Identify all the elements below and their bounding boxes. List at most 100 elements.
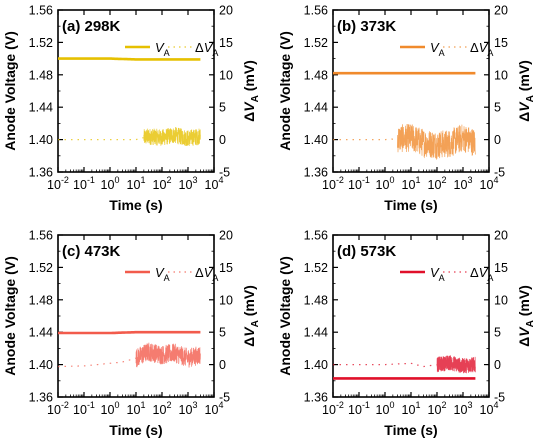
y-right-axis-label: ΔVA (mV) [241, 60, 261, 122]
y-right-axis-label: ΔVA (mV) [241, 285, 261, 347]
x-tick-label: 100 [376, 400, 395, 417]
y-right-tick-label: 0 [494, 133, 501, 147]
y-left-tick-label: 1.44 [304, 326, 328, 340]
x-axis-label: Time (s) [109, 197, 162, 213]
y-right-tick-label: 10 [219, 68, 233, 82]
legend-delta-va-label: ΔVA [195, 265, 218, 283]
y-left-tick-label: 1.40 [304, 133, 328, 147]
y-left-tick-label: 1.36 [304, 166, 328, 180]
y-right-tick-label: 20 [219, 4, 233, 18]
legend-delta-va-label: ΔVA [195, 40, 218, 58]
y-right-tick-label: 15 [494, 261, 508, 275]
delta-va-series [333, 138, 398, 141]
y-left-tick-label: 1.48 [29, 293, 53, 307]
y-right-tick-label: 10 [494, 293, 508, 307]
y-left-tick-label: 1.52 [29, 261, 53, 275]
legend-va-label: VA [155, 40, 170, 58]
y-right-tick-label: 5 [494, 101, 501, 115]
y-left-tick-label: 1.44 [29, 326, 53, 340]
y-left-tick-label: 1.56 [304, 4, 328, 18]
y-left-tick-label: 1.36 [29, 391, 53, 405]
y-right-tick-label: 5 [219, 326, 226, 340]
y-left-tick-label: 1.56 [29, 4, 53, 18]
x-tick-label: 104 [480, 400, 499, 417]
delta-va-series [58, 357, 136, 368]
y-right-axis-label: ΔVA (mV) [516, 60, 536, 122]
x-tick-label: 104 [205, 400, 224, 417]
y-right-tick-label: 15 [219, 261, 233, 275]
y-right-axis-label: ΔVA (mV) [516, 285, 536, 347]
x-tick-label: 10-1 [348, 175, 370, 192]
x-axis-label: Time (s) [384, 197, 437, 213]
x-tick-label: 101 [127, 175, 146, 192]
y-left-tick-label: 1.36 [304, 391, 328, 405]
y-right-tick-label: -5 [219, 166, 230, 180]
x-tick-label: 10-2 [47, 175, 69, 192]
x-tick-label: 10-2 [322, 400, 344, 417]
y-right-tick-label: 20 [219, 229, 233, 243]
y-right-tick-label: 5 [494, 326, 501, 340]
delta-va-noise [135, 342, 201, 368]
y-left-tick-label: 1.48 [29, 68, 53, 82]
x-axis-label: Time (s) [384, 422, 437, 438]
y-right-tick-label: -5 [494, 391, 505, 405]
y-left-axis-label: Anode Voltage (V) [2, 256, 18, 376]
delta-va-series [333, 362, 437, 368]
panel-label: (b) 373K [337, 18, 396, 35]
delta-va-noise [436, 355, 476, 374]
y-left-tick-label: 1.48 [304, 68, 328, 82]
va-series [58, 57, 201, 61]
panel-label: (a) 298K [62, 18, 121, 35]
legend-va-label: VA [430, 265, 445, 283]
y-left-tick-label: 1.40 [304, 358, 328, 372]
y-right-tick-label: 0 [494, 358, 501, 372]
y-left-tick-label: 1.52 [304, 36, 328, 50]
y-left-tick-label: 1.44 [304, 101, 328, 115]
legend-delta-va-label: ΔVA [470, 40, 493, 58]
y-left-tick-label: 1.44 [29, 101, 53, 115]
delta-va-noise [143, 126, 201, 147]
y-left-tick-label: 1.56 [29, 229, 53, 243]
x-tick-label: 10-2 [47, 400, 69, 417]
y-right-tick-label: 15 [219, 36, 233, 50]
panel-label: (c) 473K [62, 243, 121, 260]
delta-va-series [58, 137, 144, 141]
x-tick-label: 104 [205, 175, 224, 192]
x-tick-label: 101 [402, 175, 421, 192]
y-left-tick-label: 1.48 [304, 293, 328, 307]
y-left-axis-label: Anode Voltage (V) [2, 31, 18, 151]
legend-va-label: VA [155, 265, 170, 283]
y-right-tick-label: 15 [494, 36, 508, 50]
y-left-axis-label: Anode Voltage (V) [277, 31, 293, 151]
x-tick-label: 10-1 [73, 400, 95, 417]
x-tick-label: 102 [428, 400, 447, 417]
y-right-tick-label: 10 [494, 68, 508, 82]
y-left-tick-label: 1.52 [29, 36, 53, 50]
x-tick-label: 100 [101, 175, 120, 192]
x-tick-label: 10-1 [73, 175, 95, 192]
x-tick-label: 101 [402, 400, 421, 417]
va-series [58, 330, 201, 335]
y-left-axis-label: Anode Voltage (V) [277, 256, 293, 376]
panel-label: (d) 573K [337, 243, 396, 260]
y-left-tick-label: 1.36 [29, 166, 53, 180]
x-tick-label: 10-2 [322, 175, 344, 192]
delta-va-noise [397, 123, 476, 161]
y-left-tick-label: 1.40 [29, 133, 53, 147]
y-right-tick-label: 0 [219, 133, 226, 147]
y-right-tick-label: 20 [494, 4, 508, 18]
x-tick-label: 103 [454, 400, 473, 417]
y-right-tick-label: 0 [219, 358, 226, 372]
y-left-tick-label: 1.40 [29, 358, 53, 372]
y-right-tick-label: -5 [219, 391, 230, 405]
x-tick-label: 102 [153, 400, 172, 417]
x-tick-label: 103 [179, 400, 198, 417]
y-right-tick-label: 5 [219, 101, 226, 115]
x-tick-label: 101 [127, 400, 146, 417]
y-right-tick-label: 20 [494, 229, 508, 243]
